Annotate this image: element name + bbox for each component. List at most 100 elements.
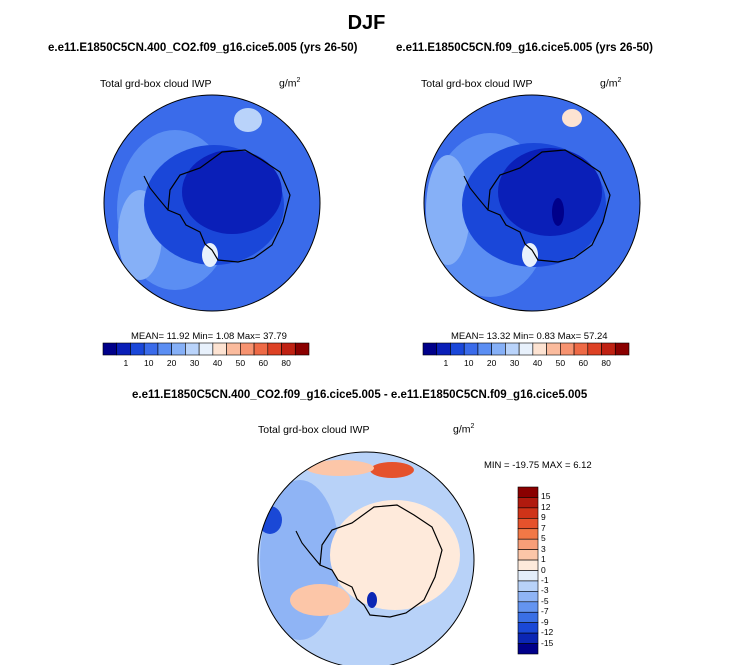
colorbar-swatch	[517, 632, 539, 644]
colorbar-swatch	[116, 342, 131, 356]
colorbar-swatch	[518, 342, 534, 356]
colorbar-swatch	[587, 342, 602, 356]
panel-2-field-patch	[426, 155, 470, 265]
colorbar-swatch	[517, 538, 539, 550]
panel-2-units: g/m2	[600, 77, 622, 90]
panel-1-field-patch	[182, 150, 282, 234]
panel-2-map-border	[423, 94, 641, 312]
colorbar-swatch	[517, 580, 539, 592]
panel-1-map	[104, 95, 320, 311]
panel-3-map	[258, 452, 474, 665]
colorbar-swatch	[436, 342, 451, 356]
panel-2-variable: Total grd-box cloud IWP	[421, 78, 533, 90]
colorbar-tick-label: 1	[541, 554, 546, 565]
colorbar-swatch	[157, 342, 172, 356]
panel-1-peninsula	[143, 175, 169, 211]
colorbar-swatch	[281, 342, 296, 356]
colorbar-swatch	[517, 570, 539, 582]
panel-2-colorbar	[422, 342, 630, 356]
colorbar-swatch	[517, 611, 539, 623]
panel-3-units: g/m2	[453, 423, 475, 436]
colorbar-swatch	[505, 342, 520, 356]
colorbar-swatch	[294, 342, 310, 356]
colorbar-swatch	[422, 342, 438, 356]
colorbar-swatch	[477, 342, 492, 356]
colorbar-tick-label: -12	[541, 627, 554, 638]
panel-1-stats: MEAN= 11.92 Min= 1.08 Max= 37.79	[131, 331, 287, 342]
colorbar-tick-label: 1	[443, 358, 449, 368]
panel-2-peninsula	[463, 175, 489, 211]
colorbar-tick-label: 60	[258, 358, 268, 368]
colorbar-tick-label: 20	[166, 358, 177, 368]
colorbar-tick-label: -9	[541, 616, 549, 627]
panel-3-field-patch	[306, 460, 374, 476]
colorbar-tick-label: 50	[555, 358, 566, 368]
colorbar-swatch	[517, 486, 539, 498]
colorbar-swatch	[450, 342, 465, 356]
colorbar-tick-label: 12	[541, 501, 551, 512]
colorbar-tick-label: 20	[486, 358, 497, 368]
colorbar-tick-label: 50	[235, 358, 246, 368]
panel-2-field-patch	[552, 198, 564, 226]
colorbar-swatch	[253, 342, 269, 356]
colorbar-tick-label: -1	[541, 574, 549, 585]
panel-1-field-patch	[202, 243, 218, 267]
colorbar-tick-label: -5	[541, 595, 549, 606]
panel-1-field-patch	[234, 108, 262, 132]
colorbar-tick-label: -15	[541, 637, 554, 648]
panel-3-field-patch	[330, 500, 460, 610]
colorbar-tick-label: 7	[541, 522, 546, 533]
colorbar-tick-label: 9	[541, 512, 546, 523]
colorbar-swatch	[240, 342, 255, 356]
panel-2-stats: MEAN= 13.32 Min= 0.83 Max= 57.24	[451, 331, 608, 342]
colorbar-tick-label: 80	[601, 358, 611, 368]
colorbar-tick-label: 3	[541, 543, 546, 554]
colorbar-swatch	[573, 342, 589, 356]
colorbar-tick-label: 80	[281, 358, 291, 368]
panel-2-field-patch	[522, 243, 538, 267]
colorbar-swatch	[614, 342, 630, 356]
colorbar-tick-label: 10	[464, 358, 474, 368]
panel-2-map	[424, 95, 640, 311]
panel-1-units: g/m2	[279, 77, 301, 90]
colorbar-swatch	[560, 342, 575, 356]
colorbar-swatch	[546, 342, 561, 356]
panel-3-field-patch	[260, 480, 340, 640]
panel-3-field-patch	[370, 462, 414, 478]
colorbar-tick-label: 10	[144, 358, 154, 368]
panel-3-title: e.e11.E1850C5CN.400_CO2.f09_g16.cice5.00…	[132, 389, 588, 401]
panel-2-coastline	[487, 149, 611, 263]
colorbar-swatch	[463, 342, 479, 356]
panel-2-field-patch	[562, 109, 582, 127]
panel-1-coastline	[167, 149, 291, 263]
panel-1-map-border	[103, 94, 321, 312]
panel-3-peninsula	[295, 530, 321, 566]
colorbar-swatch	[517, 528, 539, 540]
colorbar-tick-label: 0	[541, 564, 546, 575]
panel-2-field-patch	[498, 148, 602, 236]
colorbar-swatch	[517, 497, 539, 509]
colorbar-tick-label: 60	[578, 358, 588, 368]
colorbar-swatch	[267, 342, 282, 356]
colorbar-tick-label: 30	[189, 358, 200, 368]
panel-3-map-border	[257, 451, 475, 665]
colorbar-swatch	[601, 342, 616, 356]
colorbar-swatch	[226, 342, 241, 356]
panel-3-colorbar	[517, 486, 539, 655]
panel-3-stats: MIN = -19.75 MAX = 6.12	[484, 460, 592, 471]
colorbar-swatch	[102, 342, 118, 356]
panel-1-variable: Total grd-box cloud IWP	[100, 78, 212, 90]
panel-3-coastline	[319, 504, 443, 618]
colorbar-swatch	[212, 342, 227, 356]
colorbar-tick-label: 1	[123, 358, 129, 368]
panel-3-field-patch	[290, 584, 350, 616]
panel-3-field-patch	[367, 592, 377, 608]
colorbar-swatch	[171, 342, 186, 356]
colorbar-swatch	[130, 342, 145, 356]
colorbar-swatch	[517, 559, 539, 571]
colorbar-swatch	[517, 591, 539, 603]
colorbar-tick-label: 40	[212, 358, 223, 368]
colorbar-swatch	[517, 518, 539, 530]
page-title: DJF	[347, 12, 386, 34]
